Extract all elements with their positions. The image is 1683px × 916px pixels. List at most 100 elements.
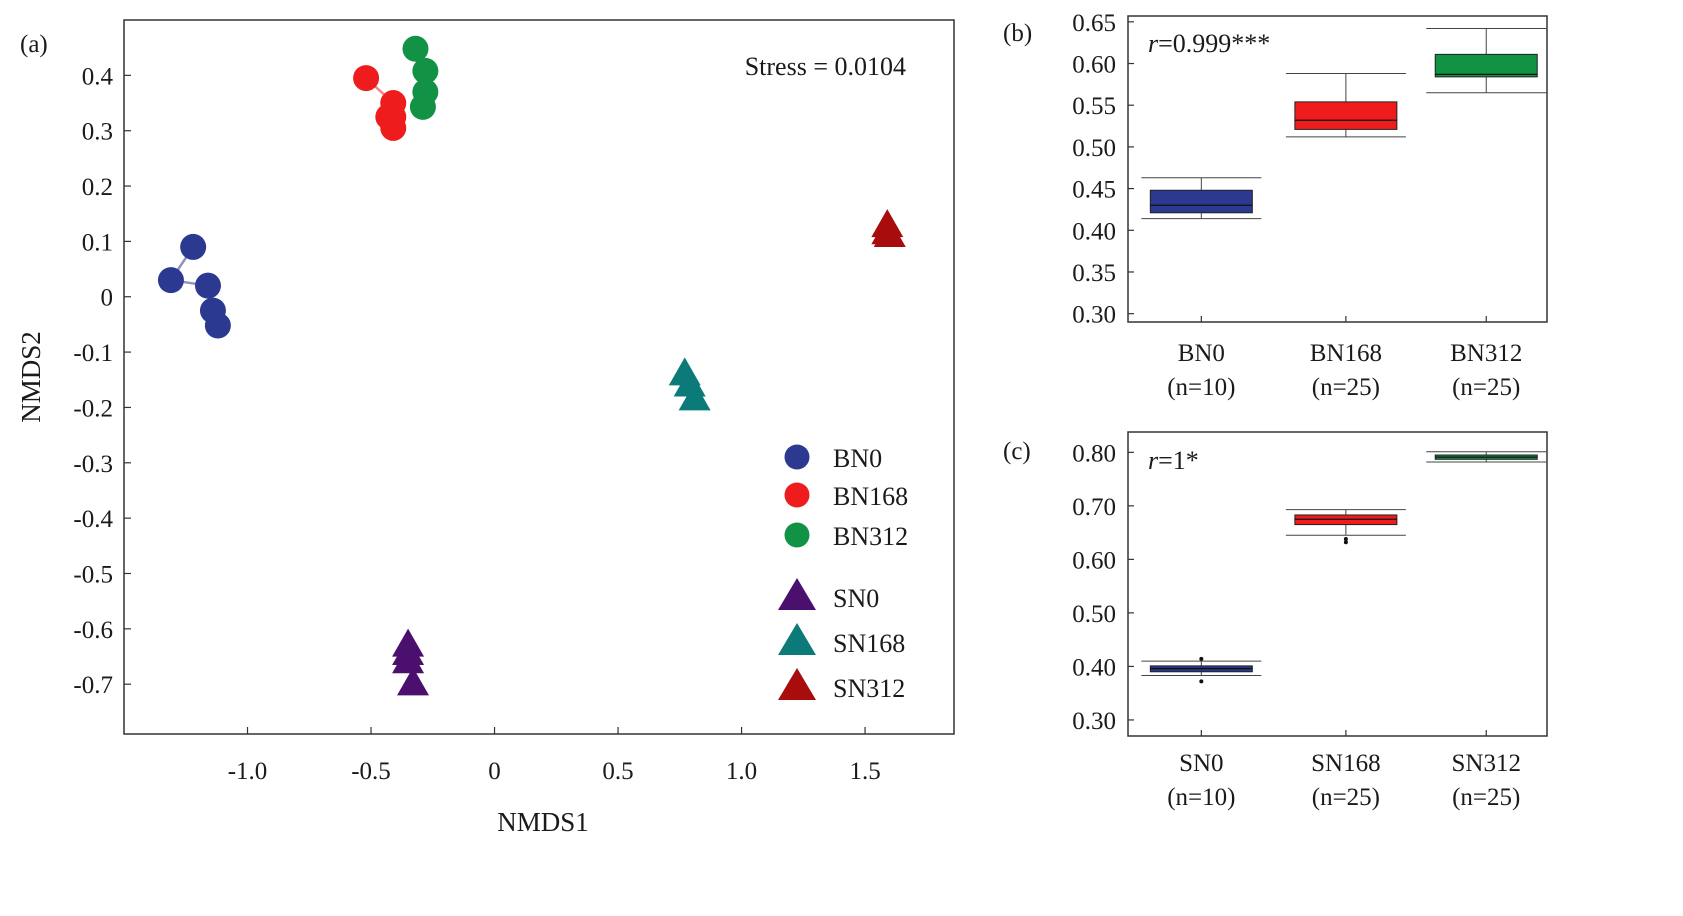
r-value-b: =0.999***	[1158, 29, 1270, 58]
category-label: SN0	[1179, 750, 1223, 777]
category-sample-size: (n=10)	[1167, 374, 1235, 401]
legend-item-sn168: SN168	[778, 623, 905, 658]
y-tick-label: 0.50	[1072, 135, 1116, 162]
point-bn312	[412, 57, 439, 84]
legend-item-sn0: SN0	[778, 578, 879, 613]
legend-item-sn312: SN312	[778, 668, 905, 703]
y-tick-label: 0.2	[82, 174, 113, 201]
box-bn0	[1141, 177, 1262, 220]
box-bn168	[1285, 73, 1406, 138]
plot-frame-b	[1127, 15, 1548, 323]
legend-item-bn168: BN168	[784, 482, 908, 511]
y-tick-labels-b: 0.65 0.60 0.55 0.50 0.45 0.40 0.35 0.30	[1072, 10, 1116, 329]
legend-label: SN168	[833, 629, 905, 658]
box-body	[1434, 53, 1538, 78]
tick-marks-c	[1128, 451, 1487, 736]
r-value-c: =1*	[1158, 446, 1199, 475]
boxes-c	[1141, 451, 1547, 684]
point-bn168	[380, 114, 407, 141]
point-bn0	[194, 272, 221, 299]
x-tick-label: -1.0	[228, 758, 268, 785]
y-tick-label: 0.65	[1072, 10, 1116, 37]
box-body	[1294, 101, 1398, 130]
y-tick-label: 0.60	[1072, 547, 1116, 574]
y-tick-label: -0.6	[73, 617, 113, 644]
plot-frame-c	[1127, 431, 1548, 737]
point-sn312	[873, 219, 906, 248]
panel-label-c: (c)	[1003, 438, 1031, 465]
box-body	[1149, 189, 1253, 214]
correlation-annotation-b: r=0.999***	[1148, 29, 1270, 58]
nmds-panel: (a) -1.0 -0.5 0 0.5 1.0 1.5 0.4 0.3 0.2 0.1 0 -0.1…	[16, 19, 955, 837]
legend-item-bn312: BN312	[784, 522, 908, 551]
point-bn312	[402, 35, 429, 62]
legend-label: BN312	[833, 522, 908, 551]
legend-label: SN312	[833, 674, 905, 703]
y-tick-label: 0.40	[1072, 218, 1116, 245]
y-tick-label: -0.7	[73, 672, 113, 699]
category-label: SN168	[1311, 750, 1380, 777]
y-tick-label: 0.30	[1072, 708, 1116, 735]
y-tick-label: -0.1	[73, 340, 113, 367]
legend-marker	[778, 668, 816, 700]
y-tick-label: 0.70	[1072, 494, 1116, 521]
y-tick-label: 0.80	[1072, 440, 1116, 467]
legend-label: SN0	[833, 584, 879, 613]
category-sample-size: (n=25)	[1312, 784, 1380, 811]
y-tick-label: -0.2	[73, 395, 113, 422]
y-tick-label: -0.3	[73, 451, 113, 478]
box-panel-b: (b) 0.65 0.60 0.55 0.50 0.45 0.40 0.35 0.30 BN0…	[1003, 10, 1548, 401]
legend-marker	[778, 578, 816, 610]
point-sn0	[392, 645, 425, 674]
plot-frame-a	[123, 19, 955, 735]
legend-label: BN0	[833, 444, 882, 473]
legend-marker	[778, 623, 816, 655]
legend-marker	[784, 482, 810, 508]
correlation-annotation-c: r=1*	[1148, 446, 1199, 475]
x-tick-label: 0	[488, 758, 501, 785]
legend-item-bn0: BN0	[784, 444, 882, 473]
y-tick-label: 0.50	[1072, 601, 1116, 628]
x-tick-label: -0.5	[351, 758, 391, 785]
tick-marks-b	[1128, 21, 1487, 322]
legend-marker	[784, 522, 810, 548]
y-tick-label: 0.3	[82, 119, 113, 146]
point-bn0	[180, 233, 207, 260]
y-tick-label: 0	[101, 285, 114, 312]
y-tick-label: 0.35	[1072, 260, 1116, 287]
x-tick-label: 0.5	[602, 758, 633, 785]
point-bn168	[353, 65, 380, 92]
category-sample-size: (n=25)	[1312, 374, 1380, 401]
category-labels-b: BN0 (n=10) BN168 (n=25) BN312 (n=25)	[1167, 340, 1522, 401]
outlier-point	[1343, 537, 1348, 542]
y-tick-label: 0.55	[1072, 93, 1116, 120]
y-tick-label: -0.5	[73, 561, 113, 588]
y-tick-labels-a: 0.4 0.3 0.2 0.1 0 -0.1 -0.2 -0.3 -0.4 -0.5 -0.6 -0.…	[73, 63, 113, 699]
x-tick-labels-a: -1.0 -0.5 0 0.5 1.0 1.5	[228, 758, 881, 785]
scatter-points	[157, 35, 906, 696]
y-tick-label: 0.30	[1072, 302, 1116, 329]
y-tick-label: -0.4	[73, 506, 113, 533]
y-tick-label: 0.45	[1072, 177, 1116, 204]
panel-label-a: (a)	[20, 31, 48, 58]
stress-annotation: Stress = 0.0104	[745, 52, 906, 81]
outlier-point	[1199, 679, 1204, 684]
category-label: SN312	[1452, 750, 1521, 777]
legend-marker	[784, 444, 810, 470]
point-bn0	[204, 312, 231, 339]
y-axis-title: NMDS2	[16, 331, 46, 423]
x-tick-label: 1.5	[849, 758, 880, 785]
boxes-b	[1141, 28, 1547, 220]
y-tick-label: 0.1	[82, 229, 113, 256]
category-sample-size: (n=25)	[1452, 374, 1520, 401]
box-sn168	[1285, 509, 1406, 545]
point-sn0	[397, 667, 430, 696]
y-tick-labels-c: 0.80 0.70 0.60 0.50 0.40 0.30	[1072, 440, 1116, 735]
r-symbol-b: r	[1148, 29, 1159, 58]
legend-label: BN168	[833, 482, 908, 511]
r-symbol-c: r	[1148, 446, 1159, 475]
y-tick-label: 0.60	[1072, 52, 1116, 79]
box-bn312	[1426, 28, 1547, 94]
category-sample-size: (n=10)	[1167, 784, 1235, 811]
